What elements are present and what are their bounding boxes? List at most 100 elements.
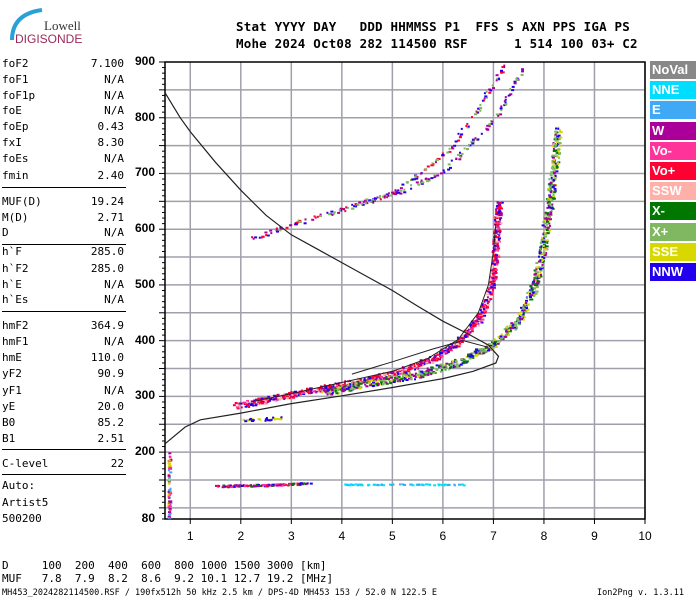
- echo-point: [540, 245, 543, 248]
- echo-point: [539, 251, 542, 254]
- echo-point: [339, 207, 343, 210]
- echo-point: [546, 216, 550, 219]
- echo-point: [345, 206, 349, 209]
- echo-point: [552, 164, 556, 167]
- echo-point: [343, 382, 346, 385]
- echo-point: [539, 241, 542, 244]
- echo-point: [515, 79, 519, 81]
- echo-point: [323, 384, 326, 387]
- echo-point: [265, 417, 268, 419]
- echo-point: [495, 249, 499, 252]
- echo-point: [338, 209, 341, 212]
- echo-point: [558, 142, 562, 144]
- echo-point: [551, 197, 555, 200]
- echo-point: [436, 158, 439, 161]
- echo-point: [488, 91, 492, 94]
- echo-point: [528, 291, 531, 293]
- echo-point: [480, 347, 484, 350]
- echo-point: [553, 143, 555, 146]
- echo-point: [487, 349, 490, 352]
- echo-point: [496, 342, 500, 345]
- echo-point: [549, 181, 553, 184]
- echo-point: [244, 401, 247, 404]
- echo-point: [492, 338, 495, 341]
- echo-point: [315, 389, 319, 392]
- echo-point: [476, 349, 479, 352]
- param-value: 0.43: [97, 120, 125, 133]
- echo-point: [167, 465, 170, 468]
- param-value: N/A: [104, 104, 124, 117]
- echo-point: [406, 374, 410, 377]
- echo-point: [305, 390, 308, 392]
- echo-point: [520, 316, 523, 319]
- echo-point: [439, 370, 442, 373]
- echo-point: [436, 357, 440, 360]
- echo-point: [345, 206, 348, 209]
- param-row: foF1 N/A: [2, 73, 124, 88]
- echo-point: [421, 359, 425, 362]
- echo-point: [343, 385, 346, 388]
- echo-point: [492, 343, 496, 346]
- echo-point: [469, 355, 472, 358]
- echo-point: [395, 376, 398, 378]
- echo-point: [384, 381, 388, 384]
- echo-point: [360, 386, 363, 389]
- echo-point: [466, 330, 469, 332]
- echo-point: [438, 364, 442, 367]
- echo-point: [244, 485, 247, 488]
- echo-point: [538, 255, 540, 258]
- echo-point: [399, 192, 403, 195]
- echo-point: [480, 350, 484, 353]
- echo-point: [385, 376, 388, 379]
- echo-point: [402, 373, 405, 376]
- echo-point: [394, 191, 397, 194]
- echo-point: [436, 174, 440, 177]
- echo-point: [286, 397, 289, 400]
- echo-point: [499, 218, 502, 221]
- logo-arc-icon: [10, 8, 43, 41]
- echo-point: [455, 157, 458, 160]
- echo-point: [535, 262, 539, 264]
- echo-point: [240, 406, 243, 409]
- echo-point: [293, 392, 297, 395]
- echo-point: [518, 317, 522, 320]
- param-value: N/A: [104, 73, 124, 86]
- plot-frame: [164, 61, 646, 520]
- echo-point: [486, 300, 489, 303]
- echo-point: [539, 271, 542, 274]
- echo-point: [410, 184, 413, 187]
- echo-point: [353, 386, 357, 389]
- echo-point: [275, 228, 278, 231]
- echo-point: [489, 122, 493, 125]
- echo-point: [257, 402, 260, 405]
- echo-point: [280, 416, 283, 419]
- echo-point: [553, 190, 557, 193]
- echo-point: [167, 490, 170, 493]
- echo-point: [380, 380, 384, 382]
- echo-point: [489, 284, 493, 287]
- echo-point: [310, 391, 313, 394]
- echo-point: [387, 194, 390, 197]
- echo-point: [486, 124, 490, 127]
- echo-point: [460, 152, 464, 155]
- echo-point: [389, 382, 393, 385]
- echo-point: [382, 484, 385, 487]
- echo-point: [167, 502, 170, 505]
- echo-point: [463, 147, 466, 150]
- echo-point: [356, 384, 360, 387]
- echo-point: [167, 474, 171, 477]
- echo-point: [477, 324, 480, 327]
- param-row: hmE 110.0: [2, 351, 124, 366]
- echo-point: [485, 90, 488, 93]
- echo-point: [234, 402, 238, 404]
- echo-point: [480, 311, 484, 314]
- echo-point: [444, 349, 447, 352]
- echo-point: [324, 385, 328, 388]
- echo-point: [501, 66, 505, 68]
- echo-point: [541, 259, 544, 262]
- echo-point: [244, 405, 248, 408]
- echo-point: [290, 482, 294, 485]
- echo-point: [388, 379, 391, 382]
- param-row: M(D) 2.71: [2, 211, 124, 226]
- echo-point: [505, 330, 509, 333]
